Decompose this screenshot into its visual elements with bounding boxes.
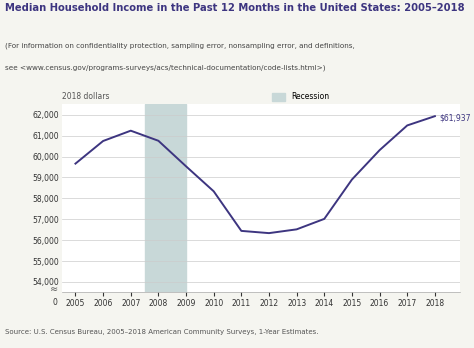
Text: 2018 dollars: 2018 dollars (62, 92, 109, 101)
Text: (For information on confidentiality protection, sampling error, nonsampling erro: (For information on confidentiality prot… (5, 43, 355, 49)
Text: see <www.census.gov/programs-surveys/acs/technical-documentation/code-lists.html: see <www.census.gov/programs-surveys/acs… (5, 64, 325, 71)
Legend: Recession: Recession (268, 89, 333, 104)
Text: Median Household Income in the Past 12 Months in the United States: 2005–2018: Median Household Income in the Past 12 M… (5, 3, 465, 14)
Text: 0: 0 (53, 298, 58, 307)
Text: Source: U.S. Census Bureau, 2005–2018 American Community Surveys, 1-Year Estimat: Source: U.S. Census Bureau, 2005–2018 Am… (5, 329, 318, 335)
Text: $61,937: $61,937 (439, 113, 471, 122)
Bar (145, 104, 186, 292)
Text: ≈: ≈ (49, 284, 58, 294)
